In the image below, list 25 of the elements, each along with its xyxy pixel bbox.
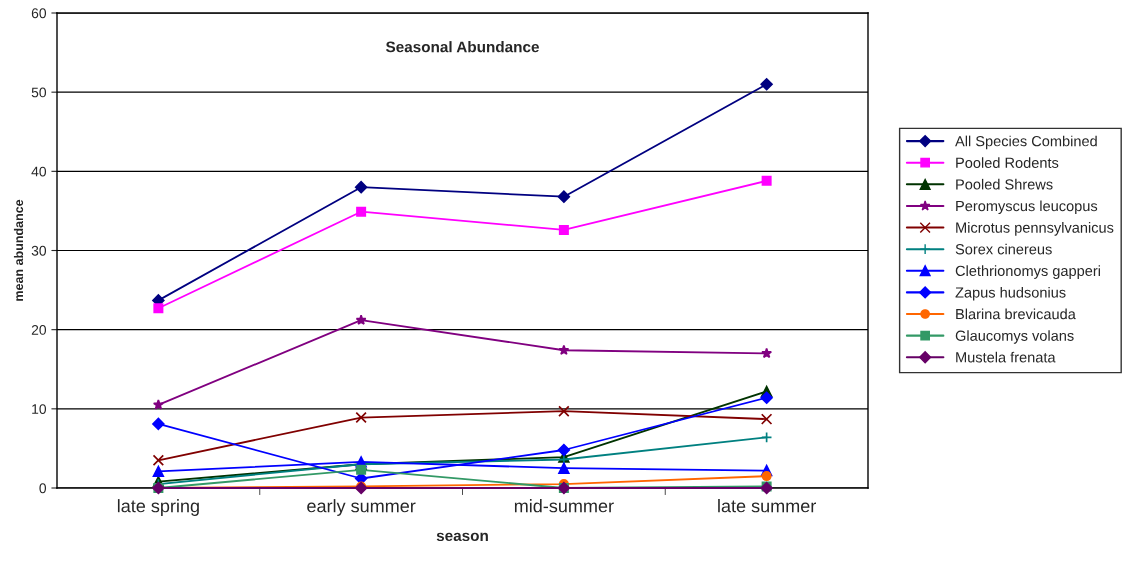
y-tick-label: 0 [39,483,47,494]
legend-label: Pooled Shrews [956,178,1053,190]
y-tick-label: 20 [31,325,47,335]
legend-label: Pooled Rodents [956,157,1059,168]
y-tick-label: 40 [31,166,47,177]
y-tick-label: 10 [32,404,47,414]
legend-label: Microtus pennsylvanicus [956,222,1114,236]
text: Seasonal Abundance [385,41,539,53]
y-tick-label: 50 [31,87,47,98]
x-tick-label: late spring [117,499,199,516]
legend-label: Mustela frenata [956,351,1056,363]
legend-label: Blarina brevicauda [956,308,1076,320]
x-axis-title: season [436,532,488,542]
legend-label: All Species Combined [955,135,1097,150]
legend-label: Clethrionomys gapperi [955,265,1100,279]
x-tick-label: mid-summer [514,499,614,513]
legend-label: Glaucomys volans [955,330,1074,344]
x-tick-label: early summer [307,499,416,516]
legend-label: Zapus hudsonius [955,286,1066,301]
x-tick-label: late summer [718,499,816,513]
legend-label: Peromyscus leucopus [956,200,1098,215]
legend-label: Sorex cinereus [955,243,1052,255]
y-tick-label: 30 [31,245,47,256]
y-tick-label: 60 [31,8,47,19]
y-axis-title: mean abundance [13,199,24,301]
